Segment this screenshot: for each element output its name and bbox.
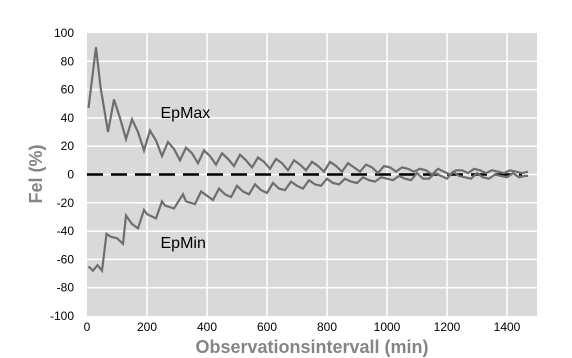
x-tick-label: 800 (317, 320, 337, 334)
series-line-epmax (87, 47, 529, 176)
y-tick-label: 40 (61, 111, 75, 125)
y-tick-label: -60 (57, 252, 75, 266)
y-tick-label: -100 (50, 309, 74, 323)
y-tick-label: 100 (54, 26, 74, 40)
x-tick-label: 1200 (434, 320, 461, 334)
y-axis-ticks: 100 80 60 40 20 0 -20 -40 -60 -80 -100 (50, 26, 74, 323)
y-tick-label: -20 (57, 196, 75, 210)
series-line-epmin (87, 170, 528, 274)
series-label-epmax: EpMax (161, 105, 211, 122)
x-tick-label: 600 (257, 320, 277, 334)
y-tick-label: 0 (67, 168, 74, 182)
y-tick-label: -80 (57, 281, 75, 295)
x-tick-label: 200 (137, 320, 157, 334)
x-axis-title: Observationsintervall (min) (195, 337, 428, 357)
y-tick-label: 60 (61, 83, 75, 97)
y-axis-title: Fel (%) (26, 144, 46, 203)
y-tick-label: 20 (61, 139, 75, 153)
y-tick-label: -40 (57, 224, 75, 238)
series-labels: EpMax EpMin (161, 105, 211, 252)
x-tick-label: 1400 (494, 320, 521, 334)
series-label-epmin: EpMin (161, 235, 206, 252)
x-axis-ticks: 0 200 400 600 800 1000 1200 1400 (84, 320, 521, 334)
x-tick-label: 1000 (374, 320, 401, 334)
y-tick-label: 80 (61, 54, 75, 68)
x-tick-label: 400 (197, 320, 217, 334)
data-series (87, 47, 529, 274)
x-tick-label: 0 (84, 320, 91, 334)
